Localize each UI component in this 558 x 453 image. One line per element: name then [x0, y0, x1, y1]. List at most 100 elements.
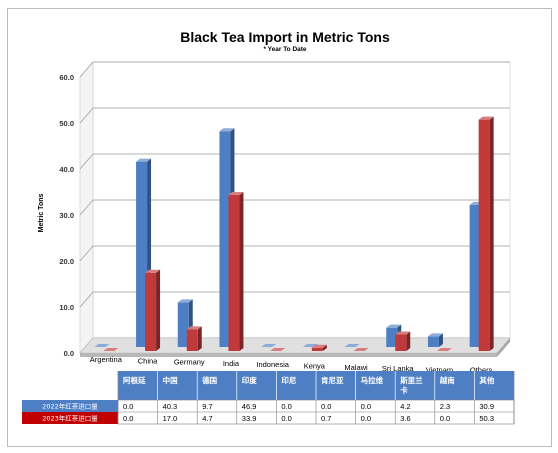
- bar: [270, 348, 286, 352]
- x-tick-label: Indonesia: [256, 360, 289, 369]
- x-tick-label: Malawi: [344, 363, 368, 372]
- bar-top: [219, 128, 235, 132]
- bar-front: [186, 329, 198, 351]
- row-label-2023-bg: [22, 412, 118, 424]
- table-cell: 0.0: [321, 402, 331, 411]
- table-cell: 9.7: [202, 402, 212, 411]
- bar-top: [261, 344, 277, 347]
- table-header-cell: 中国: [163, 375, 178, 385]
- table-header-cell: 德国: [202, 375, 217, 385]
- table-row-label: 2022年红茶进口量: [42, 402, 98, 411]
- y-tick-label: 0.0: [64, 349, 74, 358]
- gridline: [79, 153, 510, 170]
- table-cell: 0.0: [123, 414, 133, 423]
- gridline: [79, 61, 510, 78]
- y-axis-label: Metric Tons: [38, 194, 45, 233]
- table-cell: 2.3: [440, 402, 450, 411]
- bar-front: [386, 327, 398, 347]
- bar: [186, 326, 202, 351]
- bar-top: [427, 333, 443, 337]
- bar-side: [489, 116, 494, 352]
- chart-bars: [94, 116, 494, 352]
- bar-side: [438, 333, 443, 347]
- bar-front: [395, 334, 407, 351]
- bar-top: [395, 331, 411, 335]
- bar-top: [344, 344, 360, 347]
- table-cell: 0.7: [321, 414, 331, 423]
- x-tick-label: Sri Lanka: [382, 364, 415, 373]
- table-header-cell-wrap: 卡: [400, 385, 408, 395]
- table-cell: 17.0: [163, 414, 178, 423]
- bar: [145, 269, 161, 351]
- bar: [94, 344, 110, 348]
- table-header-cell: 阿根廷: [123, 375, 146, 385]
- floor-side: [497, 338, 510, 357]
- y-tick-label: 20.0: [59, 257, 74, 266]
- y-tick-label: 30.0: [59, 211, 74, 220]
- bar-front: [136, 161, 148, 347]
- bar: [228, 192, 244, 351]
- bar: [344, 344, 360, 348]
- gridline: [79, 107, 510, 124]
- table-cell: 4.2: [400, 402, 410, 411]
- bar-top: [478, 116, 494, 120]
- bar-front: [427, 336, 439, 347]
- floor-front: [80, 353, 497, 357]
- gridline: [79, 199, 510, 216]
- bar-side: [156, 269, 161, 351]
- x-tick-label: Argentina: [90, 355, 123, 364]
- y-tick-label: 10.0: [59, 303, 74, 312]
- x-tick-label: Kenya: [304, 362, 326, 371]
- bar-top: [270, 348, 286, 351]
- x-tick-label: Germany: [174, 358, 205, 367]
- bar-top: [353, 348, 369, 351]
- table-header-cell: 其他: [479, 375, 494, 385]
- bar-front: [177, 302, 189, 347]
- table-cell: 30.9: [479, 402, 494, 411]
- bar: [427, 333, 443, 347]
- table-cell: 0.0: [361, 414, 371, 423]
- table-cell: 0.0: [440, 414, 450, 423]
- chart-subtitle: * Year To Date: [263, 46, 306, 53]
- bar-front: [145, 272, 157, 351]
- y-tick-label: 40.0: [59, 165, 74, 174]
- table-header-cell: 马拉维: [361, 375, 384, 385]
- gridline: [79, 291, 510, 308]
- x-tick-label: Vietnam: [426, 365, 453, 374]
- bar-top: [228, 192, 244, 196]
- bar-side: [322, 344, 327, 351]
- table-cell: 0.0: [281, 402, 291, 411]
- table-cell: 46.9: [242, 402, 257, 411]
- bar: [436, 348, 452, 352]
- table-header-cell: 印尼: [281, 375, 296, 385]
- bar-top: [103, 348, 119, 351]
- bar-top: [311, 344, 327, 348]
- bar-front: [219, 131, 231, 347]
- x-tick-label: China: [138, 356, 158, 365]
- table-cell: 40.3: [163, 402, 178, 411]
- table-cell: 33.9: [242, 414, 257, 423]
- table-row-label: 2023年红茶进口量: [42, 414, 98, 423]
- table-cell: 0.0: [281, 414, 291, 423]
- bar: [311, 344, 327, 351]
- table-cell: 50.3: [479, 414, 494, 423]
- gridline: [79, 245, 510, 262]
- bar: [353, 348, 369, 352]
- bar: [261, 344, 277, 348]
- bar-front: [478, 119, 490, 352]
- x-axis-ticks: Argentina China Germany India Indonesia Kenya…: [90, 355, 493, 374]
- row-label-2022-bg: [22, 400, 118, 412]
- table-header-cell: 越南: [439, 375, 455, 385]
- bar-top: [186, 326, 202, 330]
- bar-front: [311, 347, 323, 351]
- bar-top: [386, 324, 402, 328]
- table-header-cell: 肯尼亚: [321, 375, 344, 385]
- bar-top: [436, 348, 452, 351]
- x-tick-label: India: [223, 359, 240, 368]
- table-cell: 3.6: [400, 414, 410, 423]
- table-header-cell: 斯里兰: [400, 375, 423, 385]
- bar-side: [406, 331, 411, 351]
- bar: [395, 331, 411, 351]
